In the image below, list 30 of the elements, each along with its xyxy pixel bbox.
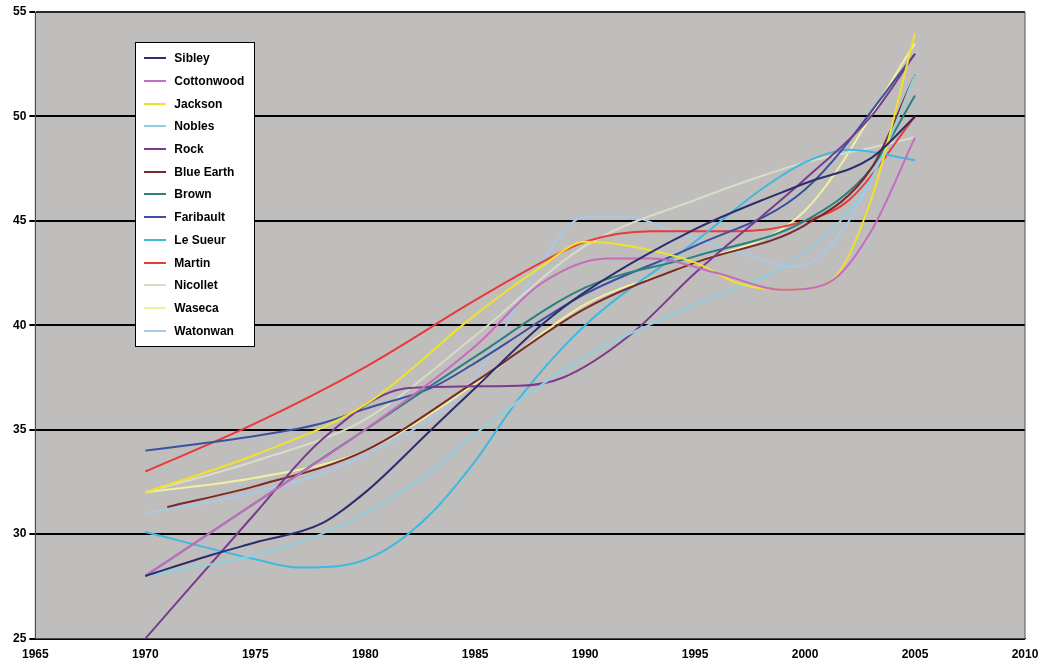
y-tick-label: 45 [12,213,27,228]
legend-label: Brown [174,187,212,202]
x-tick-label: 1970 [131,647,159,662]
x-tick-label: 1975 [241,647,269,662]
legend-label: Jackson [174,96,223,111]
y-tick-label: 35 [12,422,27,437]
legend-label: Le Sueur [174,232,226,247]
legend-label: Rock [174,142,204,157]
legend-label: Sibley [174,51,210,66]
y-tick-label: 30 [12,526,27,541]
x-tick-label: 1995 [681,647,709,662]
x-tick-label: 1980 [351,647,379,662]
legend-label: Nicollet [174,278,218,293]
x-tick-label: 2010 [1011,647,1039,662]
x-tick-label: 2000 [791,647,819,662]
legend-label: Watonwan [174,323,234,338]
y-tick-label: 25 [12,630,27,645]
x-tick-label: 1985 [461,647,489,662]
y-tick-label: 50 [12,108,27,123]
legend-label: Faribault [174,210,226,225]
x-tick-label: 1965 [22,647,50,662]
legend-label: Nobles [174,119,215,134]
legend-label: Blue Earth [174,164,235,179]
y-tick-label: 40 [12,317,27,332]
x-tick-label: 2005 [901,647,929,662]
legend-label: Waseca [174,300,219,315]
legend-label: Cottonwood [174,74,245,89]
x-tick-label: 1990 [571,647,599,662]
y-tick-label: 55 [12,4,27,19]
legend-label: Martin [174,255,211,270]
